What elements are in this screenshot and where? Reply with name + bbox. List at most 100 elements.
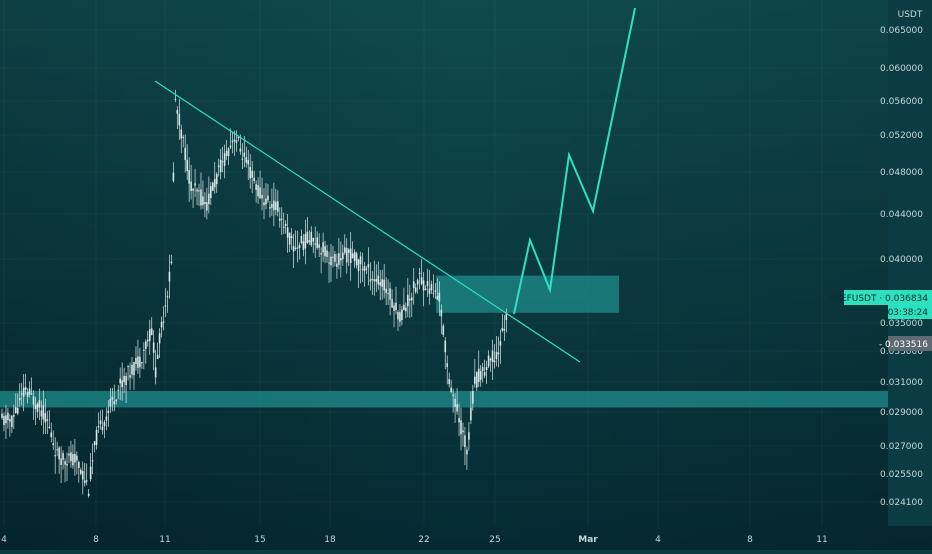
candle-body: [1, 413, 3, 418]
candle-body: [322, 242, 324, 253]
candle-body: [229, 145, 232, 148]
candle-body: [164, 305, 167, 307]
candle-body: [340, 258, 342, 261]
candle-body: [428, 288, 431, 294]
candle-body: [30, 393, 33, 395]
candle-body: [16, 408, 19, 414]
candle-body: [263, 202, 265, 206]
candle-body: [180, 129, 183, 139]
price-tick-label: 0.035000: [880, 319, 923, 329]
candle-body: [407, 294, 409, 307]
candle-body: [119, 378, 121, 384]
candle-body: [442, 325, 445, 335]
price-tick-label: 0.052000: [880, 131, 923, 141]
candle-body: [489, 358, 492, 361]
candle-body: [192, 188, 194, 191]
candle-body: [233, 139, 236, 142]
time-tick-label: Mar: [578, 535, 598, 545]
candle-body: [115, 399, 118, 402]
candle-body: [448, 379, 450, 385]
candle-body: [257, 185, 259, 197]
candle-body: [221, 161, 224, 163]
candle-body: [426, 281, 429, 287]
candle-body: [377, 275, 380, 285]
candle-body: [265, 198, 267, 205]
candle-body: [36, 403, 39, 412]
candle-body: [434, 290, 437, 292]
price-axis-panel[interactable]: [888, 0, 932, 526]
candle-body: [472, 391, 474, 404]
candle-body: [24, 387, 27, 390]
candle-body: [349, 248, 352, 263]
candle-body: [440, 309, 443, 317]
candle-body: [456, 404, 458, 412]
candle-body: [245, 157, 248, 163]
candle-body: [208, 193, 210, 205]
candle-body: [70, 452, 72, 462]
candle-body: [405, 307, 407, 312]
candle-body: [85, 480, 88, 482]
candle-body: [308, 240, 311, 243]
price-tick-label: 0.027000: [880, 442, 923, 452]
candle-body: [18, 397, 21, 401]
candle-body: [460, 420, 462, 435]
candle-body: [125, 376, 127, 386]
candle-body: [353, 251, 356, 261]
candle-body: [464, 435, 466, 448]
candle-body: [290, 235, 293, 239]
candle-body: [135, 357, 137, 365]
candle-body: [178, 113, 181, 126]
price-axis[interactable]: 0.065000 0.060000 0.056000 0.052000 0.048000…: [880, 26, 923, 508]
time-axis[interactable]: 4 8 11 15 18 22 25 Mar 4 8 11: [1, 535, 828, 545]
price-tick-label: 0.056000: [880, 97, 923, 107]
candle-body: [477, 368, 480, 383]
candle-body: [361, 268, 364, 270]
candle-body: [105, 416, 108, 421]
candle-body: [282, 226, 285, 228]
candle-body: [148, 329, 151, 342]
candle-body: [204, 201, 206, 205]
candle-body: [375, 278, 378, 282]
candle-body: [479, 371, 482, 380]
candle-body: [345, 248, 348, 263]
candle-body: [424, 288, 427, 291]
candle-body: [401, 309, 403, 321]
time-tick-label: 8: [93, 535, 99, 545]
countdown-badge: [888, 305, 932, 319]
candle-body: [493, 360, 496, 363]
candle-body: [22, 387, 25, 397]
candle-body: [399, 312, 401, 322]
candle-body: [470, 407, 472, 421]
candle-body: [491, 350, 494, 362]
candle-body: [146, 339, 149, 342]
currency-label: USDT: [898, 10, 923, 20]
candle-body: [241, 158, 244, 160]
candle-body: [5, 415, 7, 424]
candle-body: [247, 160, 250, 165]
candle-body: [150, 328, 153, 336]
candle-body: [395, 302, 397, 310]
candle-body: [462, 430, 464, 433]
candle-body: [296, 247, 299, 249]
candle-body: [359, 256, 362, 265]
candle-body: [379, 282, 382, 286]
candle-body: [487, 355, 490, 367]
descending-trendline: [154, 80, 581, 363]
candle-body: [338, 253, 340, 265]
candle-body: [306, 231, 309, 243]
candle-body: [292, 245, 295, 252]
candle-body: [412, 281, 415, 289]
candle-body: [44, 413, 47, 423]
price-tick-label: 0.029000: [880, 408, 923, 418]
candle-body: [20, 393, 23, 395]
candle-body: [109, 398, 112, 407]
candle-body: [172, 172, 175, 182]
candle-body: [481, 367, 484, 372]
candle-body: [111, 396, 114, 400]
candle-body: [186, 159, 188, 172]
price-tick-label: 0.024100: [880, 498, 923, 508]
candle-body: [62, 453, 64, 460]
